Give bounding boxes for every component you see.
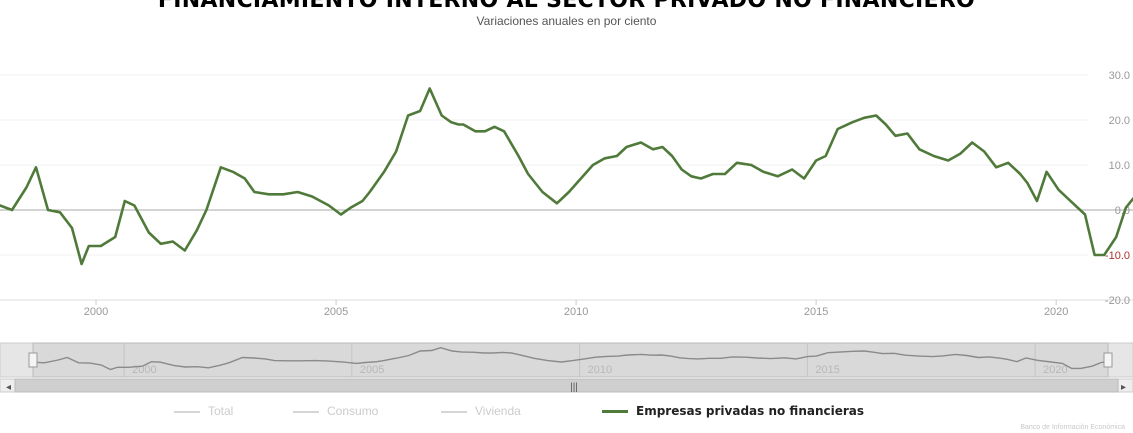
navigator-handle bbox=[1103, 352, 1113, 368]
legend-swatch-icon bbox=[293, 410, 319, 413]
legend-swatch-icon bbox=[441, 410, 467, 413]
y-tick-label: 20.0 bbox=[1109, 115, 1130, 127]
x-tick-label: 2005 bbox=[324, 306, 348, 318]
scrollbar-thumb bbox=[14, 378, 1119, 393]
navigator-handle bbox=[28, 352, 38, 368]
navigator-label: 2015 bbox=[815, 364, 839, 376]
chart-subtitle: Variaciones anuales en por ciento bbox=[476, 14, 657, 28]
series-line bbox=[0, 87, 1133, 266]
navigator-label: 2005 bbox=[360, 364, 384, 376]
navigator-label: 2010 bbox=[588, 364, 612, 376]
source-credit: Banco de Información Económica bbox=[1020, 424, 1125, 431]
navigator-label: 2020 bbox=[1043, 364, 1067, 376]
y-tick-label: 30.0 bbox=[1109, 70, 1130, 82]
legend-swatch-icon bbox=[602, 410, 628, 413]
x-tick-label: 2010 bbox=[564, 306, 588, 318]
legend: Total Consumo Vivienda Empresas privadas… bbox=[0, 404, 1133, 422]
y-tick-label: 10.0 bbox=[1109, 160, 1130, 172]
x-tick-label: 2000 bbox=[84, 306, 108, 318]
legend-label: Total bbox=[208, 404, 234, 418]
y-tick-label: -10.0 bbox=[1105, 250, 1130, 262]
legend-label: Consumo bbox=[327, 404, 379, 418]
scroll-left-arrow-icon: ◂ bbox=[6, 382, 11, 393]
legend-item-vivienda[interactable]: Vivienda bbox=[441, 404, 521, 418]
legend-label: Empresas privadas no financieras bbox=[636, 404, 865, 418]
legend-item-consumo[interactable]: Consumo bbox=[293, 404, 378, 418]
x-tick-label: 2015 bbox=[804, 306, 828, 318]
scroll-right-arrow-icon: ▸ bbox=[1121, 382, 1126, 393]
legend-item-total[interactable]: Total bbox=[174, 404, 233, 418]
x-tick-label: 2020 bbox=[1044, 306, 1068, 318]
scrollbar-grip-icon: ||| bbox=[570, 382, 578, 393]
y-tick-label: -20.0 bbox=[1105, 295, 1130, 307]
chart-title: FINANCIAMIENTO INTERNO AL SECTOR PRIVADO… bbox=[157, 0, 976, 13]
navigator-series-line bbox=[32, 346, 1109, 371]
navigator-window bbox=[32, 342, 1109, 378]
legend-label: Vivienda bbox=[475, 404, 521, 418]
legend-item-empresas[interactable]: Empresas privadas no financieras bbox=[602, 404, 864, 418]
legend-swatch-icon bbox=[174, 410, 200, 413]
